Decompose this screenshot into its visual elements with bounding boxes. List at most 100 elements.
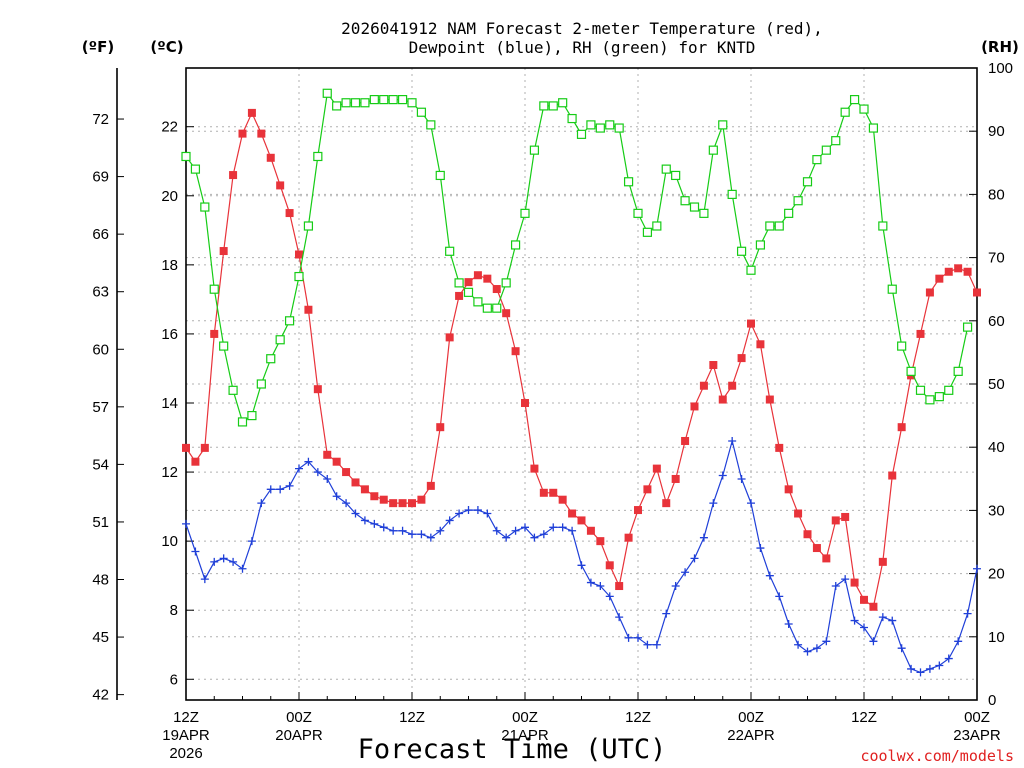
rh-line bbox=[185, 91, 969, 423]
dewpoint-point bbox=[182, 519, 190, 528]
rh-point bbox=[313, 151, 323, 162]
temperature-point bbox=[483, 274, 492, 283]
rh-point bbox=[322, 88, 332, 98]
temperature-point bbox=[521, 398, 529, 407]
temperature-point bbox=[200, 443, 209, 452]
temperature-point bbox=[191, 457, 200, 466]
dewpoint-point bbox=[313, 468, 322, 477]
dewpoint-point bbox=[295, 464, 303, 473]
rh-point bbox=[962, 322, 973, 332]
rh-point bbox=[492, 303, 502, 313]
temperature-point bbox=[285, 209, 294, 218]
rh-point bbox=[736, 246, 747, 256]
series-temperature bbox=[182, 108, 981, 611]
temperature-point bbox=[370, 492, 379, 501]
temperature-point bbox=[502, 309, 511, 318]
dewpoint-point bbox=[681, 568, 690, 577]
temperature-point bbox=[511, 347, 520, 356]
temperature-line bbox=[185, 111, 978, 608]
rh-point bbox=[388, 94, 398, 105]
dewpoint-point bbox=[841, 575, 850, 584]
dewpoint-point bbox=[200, 575, 209, 584]
rh-point bbox=[784, 208, 794, 218]
temperature-point bbox=[455, 291, 464, 300]
temperature-point bbox=[878, 557, 887, 566]
temperature-point bbox=[803, 530, 812, 539]
dewpoint-point bbox=[332, 492, 341, 501]
celsius-tick-label: 14 bbox=[161, 395, 178, 412]
temperature-point bbox=[841, 512, 850, 521]
temperature-point bbox=[219, 247, 228, 256]
rh-unit-label: (RH) bbox=[981, 38, 1019, 56]
temperature-point bbox=[671, 474, 680, 483]
dewpoint-point bbox=[417, 530, 426, 539]
rh-point bbox=[887, 284, 897, 294]
dewpoint-point bbox=[276, 485, 285, 494]
rh-point bbox=[379, 94, 389, 105]
rh-point bbox=[680, 196, 690, 206]
dewpoint-point bbox=[699, 533, 708, 542]
dewpoint-point bbox=[634, 633, 642, 642]
temperature-point bbox=[398, 499, 407, 508]
celsius-tick-label: 10 bbox=[161, 533, 178, 550]
temperature-point bbox=[737, 354, 746, 363]
dewpoint-point bbox=[784, 620, 793, 629]
celsius-tick-label: 18 bbox=[161, 257, 178, 274]
dewpoint-point bbox=[765, 571, 774, 580]
rh-point bbox=[793, 196, 803, 206]
rh-point bbox=[642, 227, 653, 237]
dewpoint-point bbox=[850, 616, 859, 625]
temperature-point bbox=[473, 271, 482, 280]
fahrenheit-tick-label: 69 bbox=[92, 169, 109, 186]
dewpoint-point bbox=[370, 519, 379, 528]
temperature-point bbox=[238, 129, 247, 138]
temperature-point bbox=[973, 288, 981, 297]
dewpoint-point bbox=[869, 637, 878, 646]
temperature-point bbox=[784, 485, 793, 494]
fahrenheit-tick-label: 60 bbox=[92, 341, 109, 358]
dewpoint-point bbox=[916, 668, 925, 677]
temperature-point bbox=[699, 381, 708, 390]
dewpoint-point bbox=[662, 609, 671, 618]
temperature-point bbox=[634, 506, 642, 515]
temperature-point bbox=[662, 499, 671, 508]
temperature-point bbox=[539, 488, 548, 497]
temperature-point bbox=[210, 329, 219, 338]
dewpoint-point bbox=[351, 509, 360, 518]
rh-tick-label: 100 bbox=[988, 60, 1013, 77]
rh-tick-label: 20 bbox=[988, 566, 1005, 583]
temperature-point bbox=[586, 526, 595, 535]
dewpoint-point bbox=[219, 554, 228, 563]
chart-title: 2026041912 NAM Forecast 2-meter Temperat… bbox=[341, 19, 823, 38]
rh-point bbox=[548, 101, 558, 111]
rh-point bbox=[774, 221, 784, 231]
rh-point bbox=[539, 101, 549, 111]
temperature-point bbox=[615, 582, 624, 591]
celsius-tick-label: 6 bbox=[170, 671, 178, 688]
dewpoint-point bbox=[831, 582, 840, 591]
dewpoint-point bbox=[925, 664, 934, 673]
rh-point bbox=[859, 104, 869, 114]
dewpoint-point bbox=[511, 526, 520, 535]
temperature-point bbox=[605, 561, 614, 570]
time-tick-label: 00Z 23APR bbox=[953, 709, 1001, 744]
grid bbox=[186, 67, 977, 701]
temperature-point bbox=[681, 436, 690, 445]
rh-point bbox=[510, 240, 521, 250]
temperature-point bbox=[812, 544, 821, 553]
source-credit: coolwx.com/models bbox=[860, 747, 1014, 765]
temperature-point bbox=[888, 471, 897, 480]
rh-point bbox=[473, 297, 483, 307]
dewpoint-point bbox=[747, 499, 755, 508]
rh-point bbox=[831, 136, 841, 146]
rh-point bbox=[275, 335, 285, 345]
dewpoint-point bbox=[445, 516, 454, 525]
temperature-point bbox=[925, 288, 934, 297]
celsius-tick-label: 12 bbox=[161, 464, 178, 481]
time-tick-label: 12Z bbox=[851, 709, 877, 726]
dewpoint-point bbox=[718, 471, 727, 480]
fahrenheit-tick-label: 48 bbox=[92, 572, 109, 589]
rh-tick-label: 10 bbox=[988, 629, 1005, 646]
rh-point bbox=[671, 170, 681, 181]
temperature-point bbox=[728, 381, 737, 390]
